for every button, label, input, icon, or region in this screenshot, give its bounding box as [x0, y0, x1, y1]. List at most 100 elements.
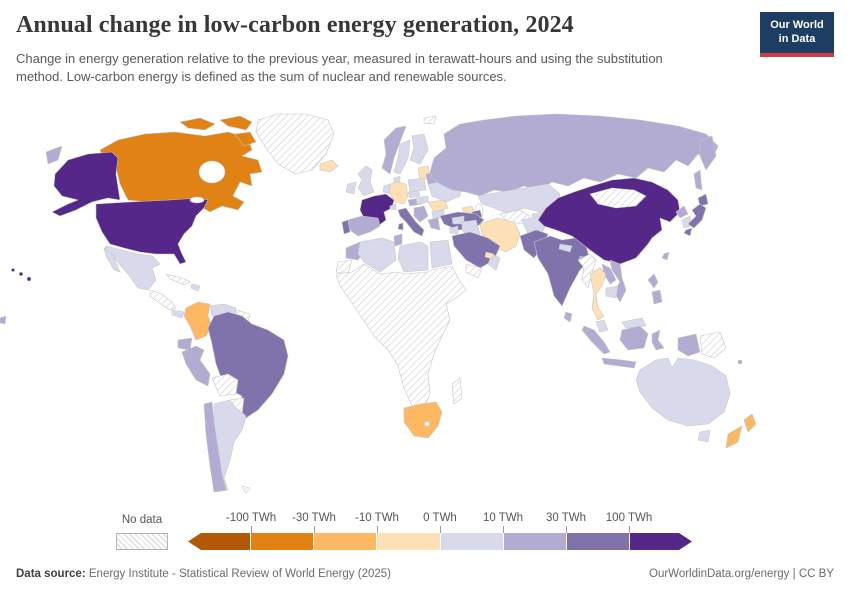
legend-bin-1[interactable]: [251, 533, 315, 550]
country-us-hawaii-1[interactable]: [11, 268, 15, 272]
country-balkans[interactable]: [413, 205, 429, 223]
country-ecuador[interactable]: [177, 337, 193, 351]
license-badge: CC BY: [798, 568, 834, 580]
country-north-korea[interactable]: [675, 205, 689, 219]
country-uae[interactable]: [484, 251, 495, 260]
country-philippines-luzon[interactable]: [647, 273, 659, 289]
country-algeria[interactable]: [357, 237, 397, 273]
country-egypt[interactable]: [429, 239, 453, 269]
legend-bin-5[interactable]: [503, 533, 567, 550]
country-spain[interactable]: [347, 215, 381, 237]
country-romania[interactable]: [427, 199, 449, 213]
footer-right: OurWorldinData.org/energy | CC BY: [649, 568, 834, 580]
legend-bin-0[interactable]: [188, 533, 252, 550]
country-italy[interactable]: [397, 207, 425, 237]
country-fiji[interactable]: [737, 359, 743, 365]
country-canada-arctic-1[interactable]: [179, 117, 216, 131]
country-ireland[interactable]: [345, 181, 357, 195]
country-greece[interactable]: [427, 217, 441, 231]
legend-no-data-swatch[interactable]: [116, 533, 168, 550]
country-nepal[interactable]: [558, 243, 573, 253]
country-australia-tasmania[interactable]: [697, 429, 711, 443]
country-hungary[interactable]: [415, 195, 429, 205]
country-mexico[interactable]: [103, 245, 161, 291]
country-switzerland[interactable]: [389, 203, 397, 211]
country-benelux[interactable]: [382, 183, 391, 195]
country-canada-arctic-3[interactable]: [234, 131, 257, 147]
country-vietnam[interactable]: [609, 259, 627, 303]
country-thailand[interactable]: [589, 267, 607, 321]
country-taiwan[interactable]: [661, 251, 670, 261]
country-chile[interactable]: [203, 401, 227, 493]
country-cuba[interactable]: [165, 273, 191, 286]
legend-bin-6[interactable]: [566, 533, 630, 550]
country-us-hawaii-2[interactable]: [18, 271, 24, 277]
country-south-africa[interactable]: [403, 401, 443, 439]
country-japan-hokkaido[interactable]: [697, 193, 709, 207]
owid-link[interactable]: OurWorldinData.org/energy: [649, 568, 790, 580]
country-philippines-mindanao[interactable]: [651, 289, 663, 305]
country-indonesia-kalimantan[interactable]: [619, 325, 649, 351]
legend-bin-3[interactable]: [377, 533, 441, 550]
country-russia-sakhalin[interactable]: [693, 169, 703, 191]
country-colombia[interactable]: [183, 301, 213, 341]
country-poland[interactable]: [407, 177, 427, 193]
country-bolivia[interactable]: [211, 373, 239, 397]
country-russia[interactable]: [429, 113, 719, 197]
country-new-zealand-south[interactable]: [725, 425, 743, 449]
country-central-america[interactable]: [149, 289, 177, 311]
country-tunisia[interactable]: [393, 233, 403, 247]
country-malaysia-borneo[interactable]: [621, 317, 647, 329]
country-svalbard[interactable]: [423, 115, 437, 125]
country-canada[interactable]: [99, 131, 263, 213]
legend-bin-7[interactable]: [630, 533, 692, 550]
country-libya[interactable]: [397, 241, 429, 273]
country-fiji-wrap[interactable]: [0, 315, 7, 325]
country-new-zealand-north[interactable]: [743, 413, 757, 433]
country-us-hawaii-3[interactable]: [26, 276, 32, 282]
country-japan-kyushu[interactable]: [683, 227, 693, 237]
country-italy-sardinia[interactable]: [397, 222, 404, 231]
country-indonesia-papua[interactable]: [677, 333, 701, 357]
country-africa-nodata[interactable]: [335, 263, 467, 409]
country-canada-arctic-2[interactable]: [219, 115, 253, 131]
legend-bin-4[interactable]: [440, 533, 504, 550]
owid-logo[interactable]: Our World in Data: [760, 12, 834, 57]
country-russia-chukotka-wrap[interactable]: [45, 145, 63, 165]
country-greenland[interactable]: [255, 113, 335, 175]
country-russia-kamchatka[interactable]: [699, 135, 717, 171]
country-yemen[interactable]: [465, 263, 483, 279]
country-malaysia[interactable]: [595, 319, 609, 333]
country-peru[interactable]: [181, 345, 211, 387]
country-madagascar[interactable]: [451, 377, 463, 405]
country-myanmar[interactable]: [577, 253, 597, 289]
country-sweden[interactable]: [393, 139, 411, 175]
country-finland[interactable]: [409, 133, 429, 165]
country-australia[interactable]: [635, 357, 731, 427]
country-portugal[interactable]: [341, 219, 351, 235]
country-falkland-islands[interactable]: [241, 485, 251, 494]
country-us-alaska[interactable]: [51, 151, 121, 217]
country-united-kingdom[interactable]: [357, 165, 375, 197]
country-brazil[interactable]: [207, 311, 289, 419]
country-norway[interactable]: [381, 125, 407, 175]
country-dominican-republic[interactable]: [190, 283, 201, 292]
country-jordan[interactable]: [449, 225, 459, 235]
country-cambodia[interactable]: [605, 285, 619, 299]
country-iceland[interactable]: [319, 159, 339, 173]
country-germany[interactable]: [389, 181, 409, 205]
country-indonesia-sumatra[interactable]: [581, 325, 611, 355]
country-india[interactable]: [533, 235, 591, 307]
country-mongolia[interactable]: [589, 187, 647, 209]
country-china[interactable]: [537, 177, 681, 265]
country-mexico-baja[interactable]: [103, 247, 121, 273]
country-japan-honshu[interactable]: [687, 203, 707, 229]
country-indonesia-java[interactable]: [601, 357, 637, 369]
country-papua-new-guinea[interactable]: [699, 331, 727, 359]
country-sri-lanka[interactable]: [563, 311, 573, 323]
world-map[interactable]: [0, 112, 850, 510]
country-panama-costa-rica[interactable]: [171, 309, 185, 319]
country-indonesia-sulawesi[interactable]: [651, 329, 665, 351]
country-western-sahara[interactable]: [335, 259, 353, 275]
legend-bin-2[interactable]: [314, 533, 378, 550]
